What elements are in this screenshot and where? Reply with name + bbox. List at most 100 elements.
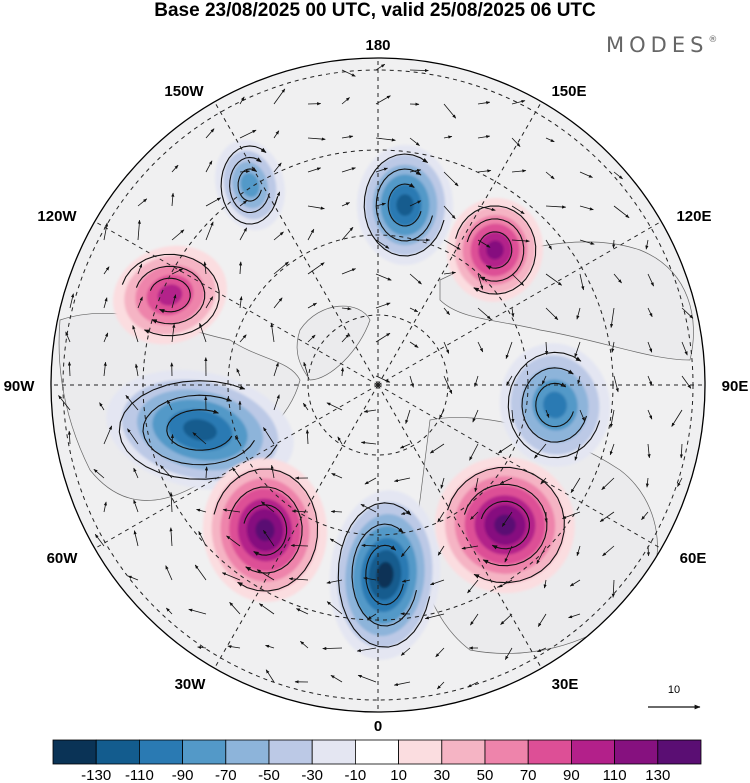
lon-label-90w: 90W — [4, 378, 36, 395]
anomaly-180-north — [357, 145, 453, 265]
wind-vector — [401, 579, 411, 583]
anomaly-45w-streamlines — [213, 468, 319, 592]
wind-vector — [103, 297, 108, 309]
wind-vector — [341, 202, 350, 207]
streamline — [478, 231, 513, 270]
wind-vector — [647, 341, 653, 353]
wind-vector — [258, 603, 275, 615]
wind-vector — [169, 527, 173, 547]
wind-vector — [331, 473, 343, 479]
colorbar-tick-label: -70 — [215, 767, 237, 783]
meridians — [51, 58, 705, 712]
wind-vector — [192, 432, 207, 445]
streamline — [237, 166, 262, 202]
wind-vector — [326, 579, 343, 584]
wind-vector — [645, 239, 649, 250]
wind-vector — [239, 227, 248, 241]
wind-vector — [574, 443, 581, 461]
colorbar-tick-label: 10 — [390, 767, 407, 783]
wind-vector — [534, 443, 547, 459]
wind-vector — [361, 543, 377, 548]
colorbar-tick-label: 50 — [477, 767, 494, 783]
wind-vector — [544, 341, 549, 356]
wind-vector — [579, 205, 594, 211]
wind-vector — [443, 307, 450, 316]
wind-vector — [273, 394, 280, 411]
wind-vector — [647, 307, 653, 318]
wind-vector — [260, 501, 275, 513]
wind-vector — [375, 239, 390, 249]
streamline — [535, 382, 574, 428]
wind-vector — [263, 529, 275, 547]
streamline — [363, 153, 445, 257]
wind-vector — [134, 363, 139, 377]
wind-vector — [409, 341, 419, 348]
latitude-circle-1 — [307, 314, 449, 456]
anomaly-level — [240, 172, 260, 198]
wind-vector — [506, 375, 513, 386]
wind-vector — [477, 273, 484, 290]
lon-label-0: 0 — [374, 718, 382, 735]
wind-vector — [326, 601, 343, 615]
wind-vector — [127, 428, 139, 445]
wind-vector — [273, 261, 289, 275]
wind-vector — [568, 613, 581, 619]
colorbar-swatch — [527, 739, 572, 765]
wind-vector — [341, 135, 354, 139]
wind-vector — [67, 361, 72, 377]
wind-vector — [405, 409, 411, 424]
wind-vector — [562, 511, 581, 519]
wind-vector — [341, 268, 356, 275]
colorbar-swatch — [182, 739, 227, 765]
meridian-line — [91, 219, 379, 386]
meridian-line — [377, 384, 544, 672]
wind-vector — [329, 538, 343, 547]
wind-vector — [443, 341, 450, 354]
streamline — [365, 544, 404, 606]
anomaly-150e-streamlines — [455, 205, 537, 295]
wind-vector — [545, 307, 559, 320]
wind-vector — [132, 325, 139, 343]
wind-vector — [360, 441, 377, 445]
wind-vector — [204, 466, 209, 479]
colorbar-swatch — [398, 739, 443, 765]
wind-vector — [501, 511, 513, 527]
wind-vector — [647, 273, 654, 287]
wind-vector — [273, 162, 282, 173]
streamline — [166, 409, 233, 451]
colorbar-tick-label: -10 — [345, 767, 367, 783]
anomaly-level — [183, 419, 217, 441]
wind-vector — [437, 681, 445, 690]
wind-vector — [375, 332, 391, 343]
wind-vector — [375, 302, 391, 309]
wind-vector — [326, 402, 343, 411]
colorbar-swatch — [614, 739, 659, 765]
wind-vector — [205, 197, 222, 207]
streamline — [149, 277, 191, 314]
wind-vector — [545, 273, 563, 286]
wind-vector — [270, 464, 275, 479]
wind-vector — [394, 477, 411, 483]
wind-vector — [443, 271, 456, 275]
wind-vector — [681, 307, 694, 319]
wind-vector — [440, 477, 445, 489]
wind-vector — [430, 579, 445, 586]
wind-vector — [647, 409, 653, 420]
wind-vector — [307, 167, 322, 173]
wind-vector — [477, 205, 496, 211]
wind-vector — [570, 477, 581, 494]
wind-vector — [65, 331, 71, 343]
wind-vector — [477, 101, 491, 105]
wind-vector — [171, 192, 175, 207]
wind-vector — [576, 545, 581, 557]
wind-vector — [540, 477, 547, 485]
wind-vector — [647, 375, 653, 386]
wind-vector — [203, 261, 207, 275]
wind-vector — [290, 543, 309, 548]
lon-label-150w: 150W — [164, 83, 204, 100]
colorbar-swatch — [571, 739, 616, 765]
wind-vector — [367, 613, 377, 620]
wind-vector — [93, 468, 105, 479]
wind-vector — [67, 430, 72, 445]
wind-vector — [194, 564, 207, 581]
